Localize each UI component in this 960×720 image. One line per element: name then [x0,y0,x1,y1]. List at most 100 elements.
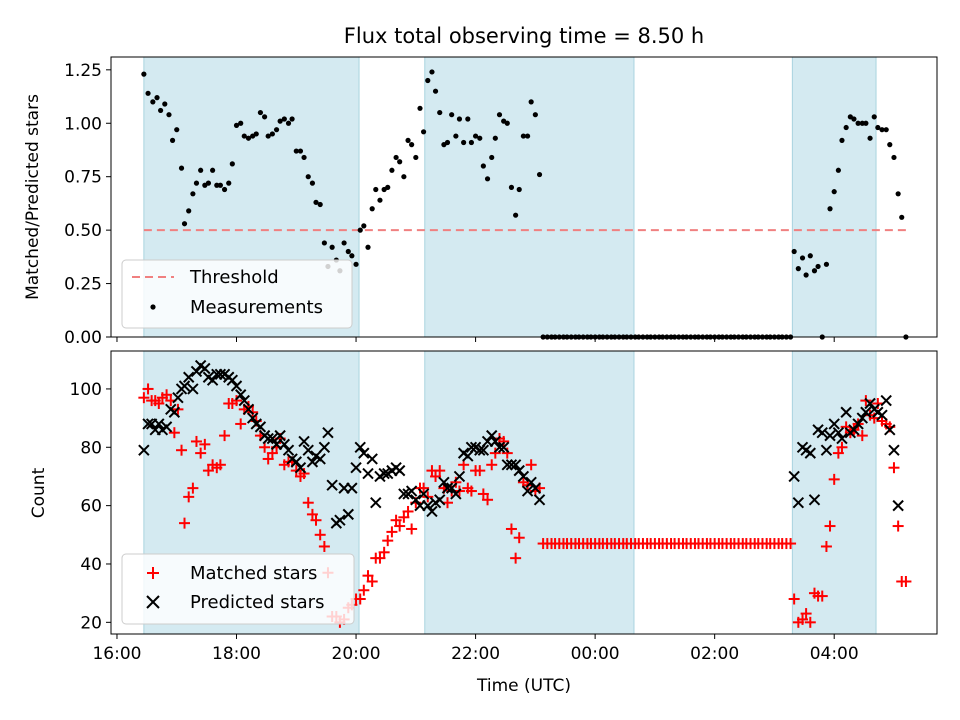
matched-star-point [374,552,386,564]
matched-star-point [138,392,150,404]
predicted-star-point [234,389,247,401]
predicted-star-point [393,464,406,477]
predicted-star-point [856,412,868,424]
matched-star-point [362,570,374,582]
measurements-series [141,69,909,340]
measurement-point [293,148,299,154]
measurement-point [405,137,411,143]
matched-star-point [142,383,154,395]
predicted-star-point [306,456,319,468]
ratio-panel-frame [110,56,938,338]
measurement-point [186,208,192,214]
predicted-star-point [824,429,836,442]
predicted-star-point [489,435,502,448]
predicted-star-point [153,418,165,430]
x-axis-label: Time (UTC) [476,676,571,696]
ratio-x-ticks [116,337,835,342]
measurement-point [532,112,538,118]
matched-star-point [474,465,486,477]
y-tick-label: 60 [80,497,102,517]
y-tick-label: 80 [80,438,102,458]
predicted-star-point [172,391,184,404]
measurement-point [504,120,510,126]
measurement-point [528,99,534,105]
measurement-point [429,69,435,75]
matched-star-point [406,523,418,535]
ratio-y-ticks: 0.00 0.25 0.50 0.75 1.00 1.25 [64,61,111,348]
counts-panel: 20 40 60 80 100 16:00 18:00 20:00 22:00 00:00 02:… [29,350,938,696]
matched-star-point [477,488,489,500]
measurement-point [456,116,463,122]
predicted-star-point [828,418,840,430]
matched-star-point [892,520,904,532]
measurement-point [253,131,259,137]
measurement-point [831,189,837,195]
measurement-point [887,142,893,148]
matched-star-point [788,593,800,605]
matched-star-point [872,398,884,410]
measurement-point [169,137,176,143]
predicted-star-point [441,482,454,494]
predicted-star-point [892,499,904,512]
measurement-point [468,139,475,146]
matched-star-point [179,517,191,529]
matched-star-point [214,459,226,471]
measurement-point [807,253,813,259]
measurement-point [210,167,216,173]
measurement-point [843,124,849,131]
observing-window-2 [424,56,635,338]
ratio-panel: 0.00 0.25 0.50 0.75 1.00 1.25 Matched/Predict… [23,56,938,348]
predicted-star-point [410,494,422,506]
counts-x-ticks: 16:00 18:00 20:00 22:00 00:00 02:00 04:00 [92,634,859,664]
predicted-star-point [505,459,518,471]
matched-star-point [306,508,318,520]
y-tick-label: 0.75 [64,168,102,188]
matched-star-point [366,575,378,587]
measurement-point [329,244,335,250]
predicted-star-point [226,374,239,386]
ratio-legend: Threshold Measurements [121,259,353,329]
predicted-star-point [346,482,358,494]
matched-star-point [202,465,214,477]
measurement-point [262,114,268,120]
matched-star-point [259,441,271,453]
predicted-star-point [214,368,227,381]
measurement-point [891,154,897,161]
counts-legend: Matched stars Predicted stars [121,553,355,625]
matched-star-point [797,613,809,625]
predicted-star-point [274,429,286,442]
measurement-point [871,114,877,120]
predicted-star-point [529,482,542,494]
predicted-star-point [840,406,852,418]
predicted-star-point [848,424,860,436]
measurement-point [305,174,311,180]
predicted-star-point [334,514,346,526]
measurement-point [513,212,519,218]
predicted-star-point [294,461,307,474]
predicted-star-point [314,453,326,465]
matched-star-point [378,546,390,558]
measurement-point [301,154,307,161]
predicted-star-point [501,459,513,471]
measurement-point [815,263,821,270]
measurement-point [150,99,156,105]
matched-star-point [176,444,188,456]
observing-window-3 [791,350,877,635]
measurement-point [229,161,235,167]
measurement-point [472,133,479,139]
legend-measurements-label: Measurements [190,297,323,318]
legend-matched-label: Matched stars [190,563,317,584]
predicted-star-point [497,441,510,453]
predicted-star-point [138,444,150,456]
matched-star-point [354,593,366,605]
ratio-y-axis-label: Matched/Predicted stars [23,94,43,300]
predicted-star-point [254,421,267,433]
measurement-point [361,223,367,229]
predicted-star-point [486,429,498,442]
matched-star-point [310,514,322,526]
measurement-point [524,133,531,139]
matched-star-point [465,485,477,497]
measurement-point [393,154,399,161]
predicted-star-point [852,418,864,430]
measurement-point [321,240,327,246]
